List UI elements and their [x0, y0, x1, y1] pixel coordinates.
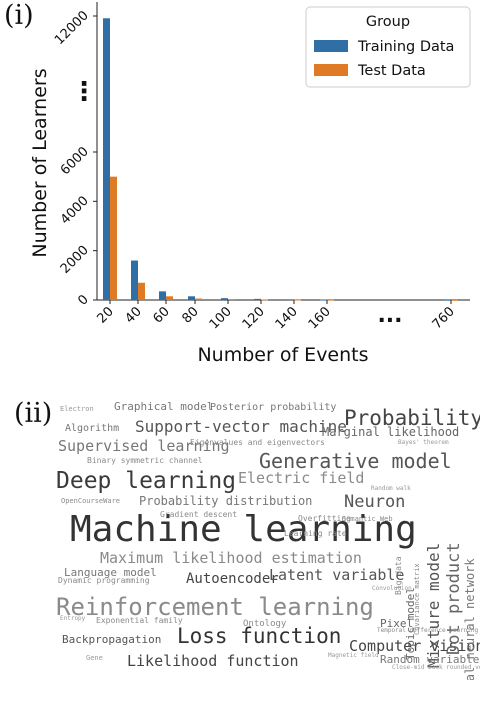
bar-training-20: [103, 18, 110, 301]
x-axis-title: Number of Events: [197, 344, 368, 366]
panel-label-i: (i): [4, 0, 34, 31]
word-reinforcement-learning: Reinforcement learning: [56, 593, 374, 621]
word-autoencoder: Autoencoder: [186, 571, 279, 587]
legend-label-test: Test Data: [357, 63, 426, 79]
word-latent-variable: Latent variable: [269, 566, 405, 584]
x-tick-label-60: 60: [151, 304, 173, 326]
word-mixture-model: Mixture model: [424, 542, 443, 668]
word-posterior-probability: Posterior probability: [210, 402, 337, 413]
word-loss-function: Loss function: [177, 624, 342, 648]
word-covariance-matrix: Covariance matrix: [413, 563, 421, 636]
x-tick-label-20: 20: [95, 304, 117, 326]
y-tick-label: 12000: [52, 8, 92, 48]
panel-label-ii: (ii): [14, 398, 53, 429]
word-probability-distribution: Probability distribution: [139, 494, 313, 508]
word-machine-learning: Machine learning: [70, 509, 417, 550]
word-bayes-theorem: Bayes' theorem: [398, 439, 449, 446]
x-tick-label-100: 100: [207, 304, 235, 332]
bar-test-80: [195, 298, 202, 300]
bar-training-160: [320, 299, 327, 301]
bar-test-20: [110, 176, 117, 300]
word-gradient-descent: Gradient descent: [160, 510, 238, 519]
bar-training-60: [159, 291, 166, 300]
word-magnetic-field: Magnetic field: [328, 652, 379, 659]
word-random-variable: Random variable: [380, 653, 480, 666]
word-temporal-difference-learning: Temporal difference learning: [377, 627, 479, 634]
y-axis-title: Number of Learners: [29, 68, 51, 257]
word-binary-symmetric-channel: Binary symmetric channel: [87, 456, 203, 465]
bar-test-160: [327, 299, 334, 301]
bar-test-760: [451, 299, 458, 301]
bar-test-60: [166, 296, 173, 300]
word-generative-model: Generative model: [259, 449, 452, 473]
word-cloud: Machine learning Reinforcement learning De…: [52, 397, 480, 680]
word-overfitting: Overfitting: [298, 514, 351, 523]
word-electron: Electron: [60, 405, 94, 413]
word-dynamic-programming: Dynamic programming: [58, 576, 150, 585]
word-close-mid-back-rounded-vowel: Close-mid back rounded vowel: [392, 664, 480, 671]
word-semantic-web: Semantic Web: [342, 515, 393, 523]
bar-training-80: [188, 296, 195, 300]
word-ontology: Ontology: [243, 619, 287, 629]
bar-test-140: [294, 299, 301, 301]
word-learning-rate: Learning rate: [284, 529, 347, 538]
bar-test-100: [228, 299, 235, 300]
word-marginal-likelihood: Marginal likelihood: [322, 425, 460, 439]
word-convolution: Convolution: [372, 585, 412, 592]
word-likelihood-function: Likelihood function: [127, 652, 299, 670]
word-language-model: Language model: [64, 566, 157, 579]
x-tick-label-120: 120: [240, 304, 268, 332]
word-entropy: Entropy: [60, 615, 86, 622]
word-maximum-likelihood-estimation: Maximum likelihood estimation: [100, 549, 362, 567]
word-pixel: Pixel: [380, 617, 414, 630]
word-probability: Probability: [344, 406, 480, 430]
word-computer-vision: Computer vision: [349, 637, 480, 655]
x-tick-label-140: 140: [273, 304, 301, 332]
bar-training-140: [287, 299, 294, 301]
bar-chart: 0 2000 4000 6000 12000 ⋮ 20 40 60 80 100 120 140 160.…: [29, 2, 471, 366]
y-tick-label: 6000: [58, 144, 92, 178]
legend-swatch-training: [314, 40, 348, 52]
x-axis-gap-marker: ...: [377, 303, 402, 328]
word-dot-product: Dot product: [444, 542, 464, 656]
y-axis-break-marker: ⋮: [71, 77, 97, 107]
x-tick-label-80: 80: [180, 304, 202, 326]
word-electric-field: Electric field: [238, 469, 365, 487]
word-opencourseware: OpenCourseWare: [61, 497, 121, 505]
word-neuron: Neuron: [344, 492, 406, 512]
y-tick-label: 4000: [58, 194, 92, 228]
word-exponential-family: Exponential family: [96, 616, 183, 625]
word-support-vector-machine: Support-vector machine: [135, 417, 347, 436]
y-tick-label: 2000: [58, 243, 92, 277]
bar-training-40: [131, 260, 138, 300]
x-tick-label-760: 760: [430, 304, 458, 332]
word-eigenvalues-and-eigenvectors: Eigenvalues and eigenvectors: [190, 438, 325, 447]
bar-training-100: [221, 298, 228, 300]
word-deep-learning: Deep learning: [56, 468, 237, 494]
bar-test-120: [261, 299, 268, 301]
word-supervised-learning: Supervised learning: [58, 437, 230, 455]
legend-title: Group: [366, 14, 410, 30]
word-graphical-model: Graphical model: [114, 400, 214, 413]
legend-swatch-test: [314, 64, 348, 76]
y-tick-label: 0: [75, 292, 91, 308]
word-gene: Gene: [86, 654, 103, 662]
bar-test-40: [138, 282, 145, 300]
word-random-walk: Random walk: [371, 485, 411, 492]
word-backpropagation: Backpropagation: [62, 633, 162, 646]
bar-training-760: [444, 299, 451, 301]
legend-label-training: Training Data: [357, 39, 454, 55]
word-algorithm: Algorithm: [65, 423, 120, 434]
x-tick-label-160: 160: [306, 304, 334, 332]
bar-training-120: [254, 298, 261, 300]
x-tick-label-40: 40: [123, 304, 145, 326]
